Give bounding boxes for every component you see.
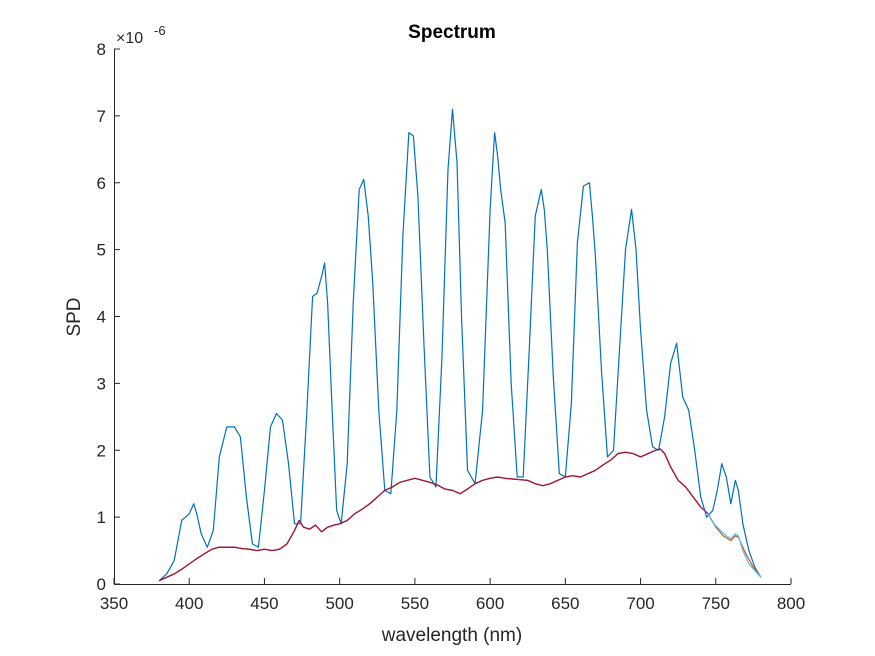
series-layer xyxy=(158,108,762,582)
y-ticks: 0 1 2 3 4 5 6 7 8 xyxy=(97,40,120,594)
x-tick-label: 550 xyxy=(401,594,429,613)
y-multiplier-base: ×10 xyxy=(116,30,143,47)
y-tick-label: 3 xyxy=(97,374,106,393)
y-tick-label: 8 xyxy=(97,40,106,59)
x-tick-label: 400 xyxy=(175,594,203,613)
series-line-1 xyxy=(158,108,762,582)
x-tick-label: 750 xyxy=(702,594,730,613)
y-multiplier-exponent: -6 xyxy=(154,23,166,38)
chart-title: Spectrum xyxy=(408,22,496,43)
y-tick-label: 0 xyxy=(97,575,106,594)
y-multiplier: ×10 -6 xyxy=(116,23,166,47)
x-tick-label: 700 xyxy=(626,594,654,613)
series-line-4 xyxy=(158,448,702,582)
y-tick-label: 7 xyxy=(97,107,106,126)
x-ticks: 350 400 450 500 550 600 650 700 750 800 xyxy=(100,578,805,613)
x-tick-label: 800 xyxy=(777,594,805,613)
plot-area xyxy=(114,49,791,584)
y-axis-label: SPD xyxy=(64,297,85,336)
x-tick-label: 500 xyxy=(325,594,353,613)
x-tick-label: 350 xyxy=(100,594,128,613)
series-line-5 xyxy=(707,513,762,578)
x-axis-label: wavelength (nm) xyxy=(381,625,522,646)
y-tick-label: 2 xyxy=(97,441,106,460)
x-tick-label: 450 xyxy=(250,594,278,613)
x-tick-label: 600 xyxy=(476,594,504,613)
y-tick-label: 5 xyxy=(97,241,106,260)
y-tick-label: 6 xyxy=(97,174,106,193)
y-tick-label: 1 xyxy=(97,508,106,527)
x-tick-label: 650 xyxy=(551,594,579,613)
y-tick-label: 4 xyxy=(97,308,106,327)
